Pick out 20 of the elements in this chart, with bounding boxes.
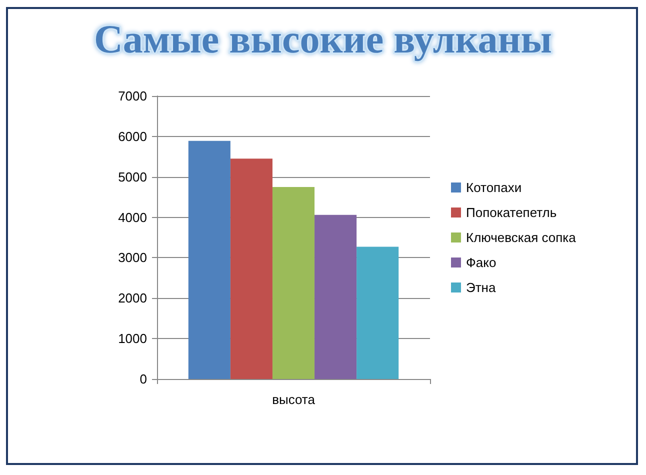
legend-label: Этна: [466, 280, 496, 295]
y-tick-label: 2000: [118, 290, 147, 306]
y-tick-label: 5000: [118, 169, 147, 184]
x-tick-label: высота: [272, 392, 316, 407]
bar: [188, 140, 230, 379]
bar: [230, 158, 272, 379]
y-tick-label: 6000: [118, 128, 147, 144]
legend-label: Ключевская сопка: [466, 230, 577, 245]
legend-label: Котопахи: [466, 180, 522, 195]
legend-label: Попокатепетль: [466, 205, 557, 220]
bar: [272, 186, 315, 379]
y-tick-label: 7000: [118, 88, 147, 104]
y-tick-label: 1000: [118, 331, 147, 346]
bar: [356, 246, 399, 379]
y-tick-label: 4000: [118, 210, 147, 225]
y-tick-label: 3000: [118, 250, 147, 266]
legend-label: Фако: [466, 255, 496, 270]
bar: [314, 214, 357, 379]
chart-title: Самые высокие вулканы: [94, 16, 552, 62]
y-tick-label: 0: [140, 372, 147, 386]
